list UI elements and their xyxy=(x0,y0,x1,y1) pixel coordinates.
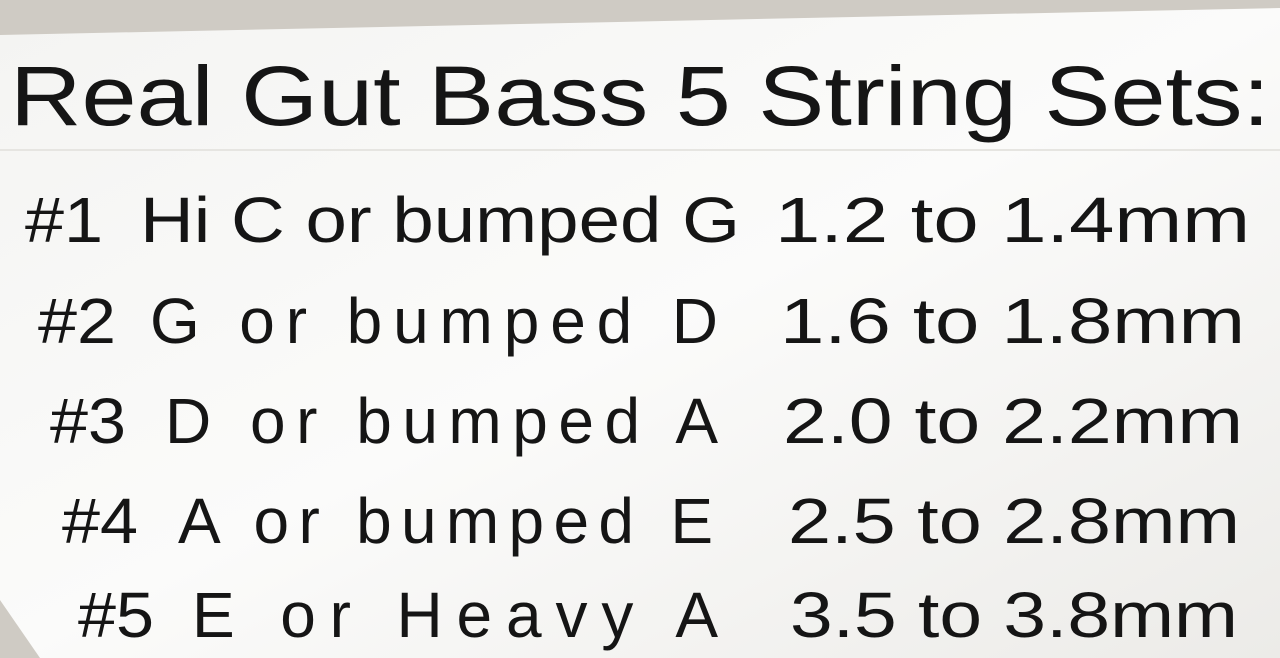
set-gauge: 3.5 to 3.8mm xyxy=(790,579,1238,651)
set-number: #1 xyxy=(25,184,103,256)
set-number: #2 xyxy=(38,285,116,357)
set-strings: Hi C or bumped G xyxy=(140,184,740,256)
set-number: #3 xyxy=(50,385,126,457)
set-gauge: 1.6 to 1.8mm xyxy=(780,285,1245,357)
set-number: #4 xyxy=(62,485,138,557)
paper-sign xyxy=(0,8,1280,658)
set-gauge: 2.5 to 2.8mm xyxy=(788,485,1240,557)
set-gauge: 1.2 to 1.4mm xyxy=(775,184,1250,256)
set-number: #5 xyxy=(78,579,154,651)
set-strings: A or bumped E xyxy=(178,485,713,557)
set-gauge: 2.0 to 2.2mm xyxy=(783,385,1243,457)
sign-title: Real Gut Bass 5 String Sets: xyxy=(10,49,1270,143)
